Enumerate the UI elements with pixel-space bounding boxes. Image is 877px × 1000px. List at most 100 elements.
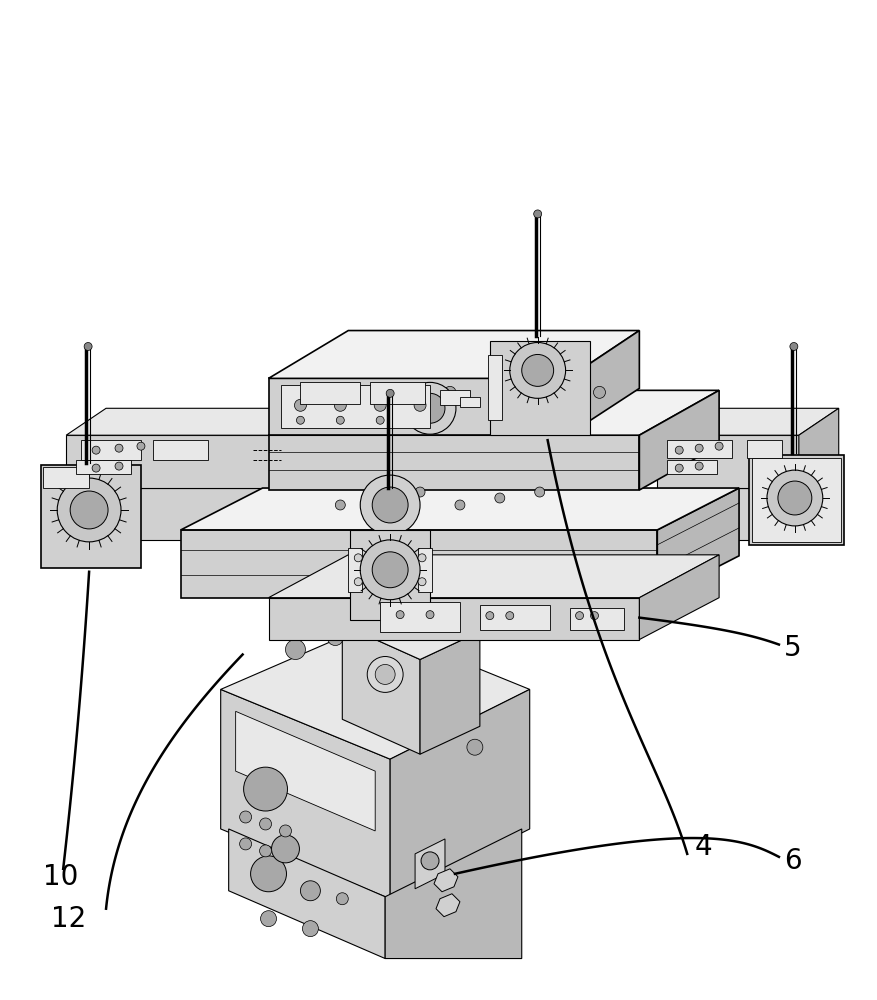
Text: 10: 10 [43,863,79,891]
Text: 5: 5 [784,634,802,662]
Circle shape [296,416,304,424]
Circle shape [415,393,445,423]
Polygon shape [229,829,385,959]
Polygon shape [63,488,270,540]
Polygon shape [420,632,480,754]
Circle shape [404,382,456,434]
Circle shape [354,578,362,586]
Polygon shape [639,390,719,490]
Circle shape [354,554,362,562]
Circle shape [375,493,385,503]
Polygon shape [434,869,458,892]
Polygon shape [752,458,841,542]
Polygon shape [270,408,310,488]
Circle shape [790,343,798,350]
Polygon shape [749,455,844,545]
Polygon shape [747,440,782,458]
Circle shape [372,487,408,523]
Circle shape [367,618,383,634]
Polygon shape [381,602,460,632]
Polygon shape [236,711,375,831]
Circle shape [345,399,356,411]
Circle shape [396,611,404,619]
Polygon shape [436,894,460,917]
Circle shape [418,578,426,586]
Circle shape [70,491,108,529]
Polygon shape [667,460,717,474]
Circle shape [767,470,823,526]
Circle shape [272,835,299,863]
Polygon shape [370,382,425,404]
Polygon shape [181,530,657,598]
Circle shape [715,442,724,450]
Circle shape [418,554,426,562]
Circle shape [494,399,506,411]
Circle shape [778,481,812,515]
Circle shape [244,767,288,811]
Circle shape [301,881,320,901]
Circle shape [426,611,434,619]
Circle shape [522,354,553,386]
Circle shape [506,612,514,620]
Circle shape [594,386,605,398]
Circle shape [486,612,494,620]
Circle shape [534,210,542,218]
Circle shape [372,552,408,588]
Polygon shape [268,555,719,598]
Text: 4: 4 [695,833,712,861]
Circle shape [327,630,343,646]
Circle shape [444,386,456,398]
Polygon shape [415,839,445,889]
Circle shape [535,487,545,497]
Circle shape [375,664,396,684]
Circle shape [367,657,403,692]
Polygon shape [268,435,639,490]
Polygon shape [418,548,432,592]
Circle shape [303,921,318,937]
Polygon shape [301,382,360,404]
Polygon shape [281,385,430,428]
Polygon shape [153,440,208,460]
Polygon shape [66,435,270,488]
Circle shape [455,500,465,510]
Circle shape [260,818,272,830]
Polygon shape [657,488,739,598]
Circle shape [336,416,345,424]
Circle shape [467,739,483,755]
Circle shape [376,416,384,424]
Circle shape [407,632,423,648]
Polygon shape [667,440,732,458]
Polygon shape [342,625,420,754]
Circle shape [251,856,287,892]
Polygon shape [789,455,829,540]
Polygon shape [799,408,838,488]
Polygon shape [268,598,639,640]
Polygon shape [41,465,141,568]
Circle shape [137,442,145,450]
Polygon shape [569,608,624,630]
Polygon shape [66,408,310,435]
Circle shape [435,717,455,737]
Circle shape [92,464,100,472]
Polygon shape [221,625,530,759]
Polygon shape [350,530,430,620]
Polygon shape [181,488,739,530]
Circle shape [544,392,556,404]
Text: 6: 6 [784,847,802,875]
Circle shape [57,478,121,542]
Circle shape [239,811,252,823]
Circle shape [510,343,566,398]
Circle shape [374,399,386,411]
Polygon shape [43,467,89,488]
Circle shape [92,446,100,454]
Polygon shape [268,378,567,435]
Circle shape [575,612,583,620]
Polygon shape [76,460,131,474]
Polygon shape [480,605,550,630]
Circle shape [695,444,703,452]
Polygon shape [342,598,480,659]
Circle shape [295,399,306,411]
Polygon shape [657,408,838,435]
Polygon shape [657,488,789,540]
Polygon shape [490,341,589,435]
